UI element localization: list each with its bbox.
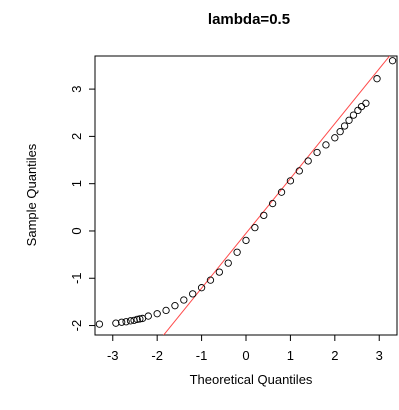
x-tick-label: -1: [196, 348, 208, 363]
data-point: [95, 320, 104, 328]
data-point: [206, 276, 215, 284]
data-point: [171, 302, 179, 310]
y-tick-label: -1: [69, 272, 84, 284]
data-point: [388, 57, 397, 65]
x-axis-label: Theoretical Quantiles: [190, 372, 313, 387]
data-points: [95, 57, 397, 328]
y-tick-label: -2: [69, 320, 84, 332]
data-point: [112, 319, 120, 327]
data-point: [322, 141, 330, 149]
data-point: [233, 248, 241, 256]
x-tick-label: 1: [287, 348, 294, 363]
data-point: [277, 188, 286, 196]
x-tick-label: 2: [331, 348, 338, 363]
data-point: [295, 167, 303, 175]
y-tick-label: 0: [69, 227, 84, 234]
data-point: [331, 134, 339, 142]
data-point: [153, 310, 161, 318]
chart-title: lambda=0.5: [208, 11, 290, 28]
data-point: [373, 75, 381, 83]
y-tick-label: 2: [69, 133, 84, 140]
data-point: [197, 284, 206, 292]
data-point: [286, 177, 295, 185]
y-axis-label: Sample Quantiles: [24, 143, 39, 246]
data-point: [260, 211, 268, 220]
plot-area: [95, 56, 397, 335]
data-point: [189, 290, 197, 298]
plot-frame: [94, 55, 398, 336]
data-point: [180, 296, 188, 304]
data-point: [136, 315, 144, 323]
data-point: [336, 128, 344, 136]
data-point: [122, 318, 130, 326]
data-point: [362, 99, 370, 107]
x-tick-label: -3: [107, 348, 119, 363]
data-point: [345, 116, 353, 124]
data-point: [357, 102, 366, 111]
data-point: [224, 259, 232, 267]
data-point: [268, 199, 277, 208]
y-tick-label: 3: [69, 85, 84, 92]
x-tick-label: 0: [242, 348, 249, 363]
data-point: [242, 236, 250, 245]
x-axis: -3 -2 -1 0 1 2 3: [107, 335, 383, 363]
data-point: [215, 268, 224, 276]
data-point: [313, 148, 321, 157]
data-point: [117, 318, 126, 326]
data-point: [349, 111, 358, 119]
y-axis: -2 -1 0 1 2 3: [69, 85, 95, 331]
data-point: [133, 315, 141, 324]
x-tick-label: 3: [376, 348, 383, 363]
data-point: [251, 224, 259, 232]
data-point: [144, 312, 152, 320]
data-point: [126, 317, 135, 325]
reference-line: [163, 56, 391, 335]
data-point: [340, 122, 349, 130]
x-tick-label: -2: [151, 348, 163, 363]
data-point: [304, 157, 312, 165]
data-point: [162, 306, 170, 315]
y-tick-label: 1: [69, 180, 84, 187]
data-point: [354, 106, 362, 115]
